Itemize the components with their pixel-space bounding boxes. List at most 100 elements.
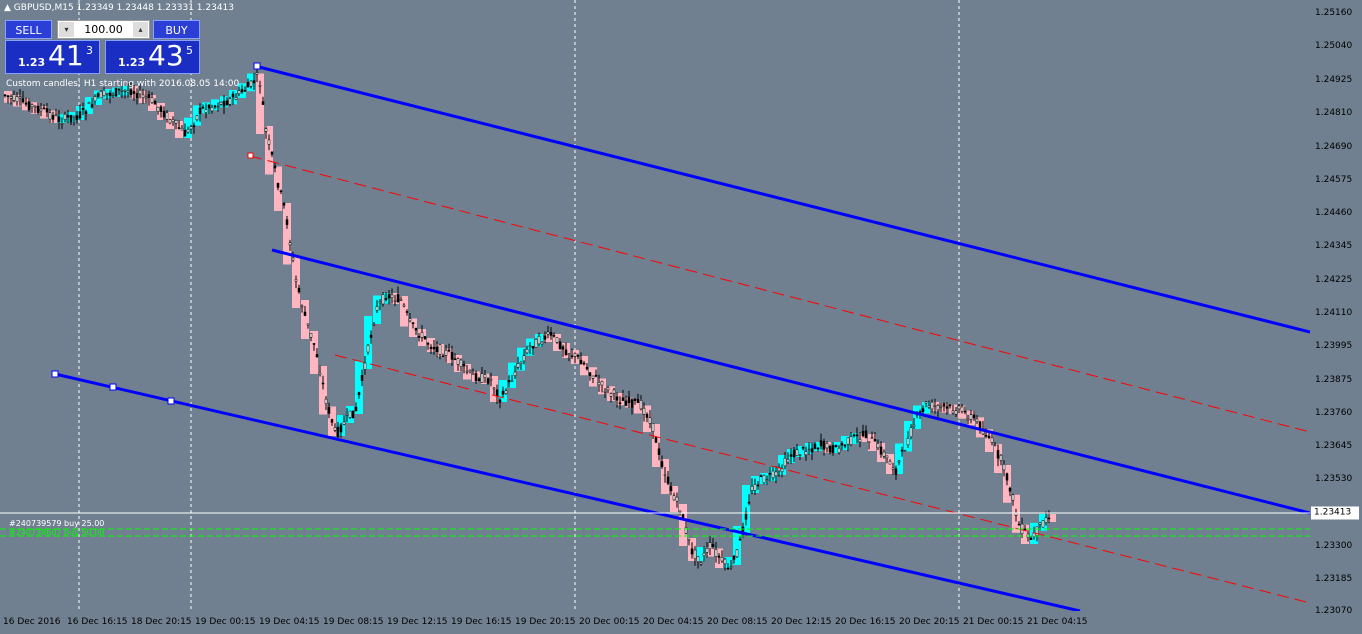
price-axis[interactable]: 1.25160 1.25040 1.24925 1.24810 1.24690 … — [1310, 0, 1362, 634]
channel-anchor-4 — [253, 62, 261, 70]
channel-anchor-5 — [247, 152, 254, 159]
m15-candle-body — [228, 98, 232, 105]
m15-candle-body — [366, 344, 370, 353]
m15-candle-body — [942, 403, 946, 407]
m15-candle-body — [870, 437, 874, 439]
m15-candle-body — [840, 443, 844, 446]
time-tick: 19 Dec 04:15 — [259, 617, 320, 627]
m15-candle-body — [441, 355, 445, 358]
m15-candle-body — [729, 566, 733, 569]
m15-candle-body — [375, 306, 379, 311]
m15-candle-body — [252, 80, 256, 84]
m15-candle-body — [1017, 523, 1021, 526]
channel-dash-upper — [249, 155, 1310, 433]
period-separators — [78, 0, 960, 611]
m15-candle-body — [864, 430, 868, 438]
m15-candle-body — [180, 127, 184, 131]
m15-candle-body — [858, 439, 862, 443]
m15-candle-body — [189, 126, 193, 130]
m15-candle-body — [723, 558, 727, 565]
m15-candle-body — [684, 527, 688, 534]
price-tick: 1.23760 — [1315, 408, 1353, 418]
m15-candle-body — [414, 328, 418, 331]
time-tick: 20 Dec 12:15 — [771, 617, 832, 627]
sell-quote-prefix: 1.23 — [18, 56, 46, 69]
collapse-arrow-icon[interactable]: ▲ — [4, 3, 11, 13]
m15-candle-body — [510, 380, 514, 382]
price-tick: 1.24110 — [1315, 308, 1353, 318]
m15-candle-body — [852, 434, 856, 437]
m15-candle-body — [219, 101, 223, 105]
m15-candle-body — [78, 111, 82, 119]
m15-candle-body — [372, 323, 376, 326]
m15-candle-body — [708, 542, 712, 550]
time-tick: 20 Dec 16:15 — [835, 617, 896, 627]
m15-candle-body — [606, 387, 610, 391]
m15-candle-body — [717, 555, 721, 558]
m15-candle-body — [996, 449, 1000, 459]
m15-candle-body — [1011, 494, 1015, 501]
m15-candle-body — [1038, 522, 1042, 525]
price-tick: 1.23995 — [1315, 341, 1353, 351]
m15-candle-body — [975, 418, 979, 422]
m15-candle-body — [18, 96, 22, 99]
m15-candle-body — [126, 90, 130, 93]
m15-candle-body — [819, 440, 823, 447]
m15-candle-body — [210, 107, 214, 112]
m15-candle-body — [393, 300, 397, 302]
m15-candle-body — [24, 102, 28, 105]
m15-candle-body — [57, 116, 61, 122]
h1-candle-body — [85, 97, 93, 114]
m15-candle-body — [108, 92, 112, 97]
h1-candle-body — [445, 348, 453, 363]
sell-quote[interactable]: 1.23 41 3 — [5, 39, 100, 74]
m15-candle-body — [648, 417, 652, 424]
m15-candle-body — [1005, 473, 1009, 481]
m15-candle-body — [1041, 520, 1045, 528]
m15-candle-body — [639, 400, 643, 410]
chart-area[interactable]: ▲ GBPUSD,M15 1.23349 1.23448 1.23331 1.2… — [0, 0, 1310, 611]
sell-button[interactable]: SELL — [5, 20, 52, 39]
m15-candle-body — [540, 341, 544, 345]
m15-candle-body — [96, 93, 100, 97]
m15-candle-body — [87, 102, 91, 104]
m15-candle-body — [201, 106, 205, 109]
lot-size-value[interactable]: 100.00 — [84, 23, 123, 36]
m15-candle-body — [594, 374, 598, 377]
m15-candle-body — [690, 548, 694, 555]
m15-candle-body — [879, 446, 883, 455]
m15-candle-body — [705, 548, 709, 553]
lot-size-field[interactable]: ▾ 100.00 ▴ — [57, 20, 150, 39]
m15-candle-body — [903, 450, 907, 452]
m15-candle-body — [174, 120, 178, 124]
m15-candle-body — [771, 470, 775, 478]
m15-candle-body — [171, 119, 175, 123]
m15-candle-body — [744, 511, 748, 520]
lot-decrease-icon[interactable]: ▾ — [59, 22, 74, 37]
time-axis[interactable]: 16 Dec 2016 16 Dec 16:15 18 Dec 20:15 19… — [0, 611, 1310, 634]
price-chart[interactable] — [0, 0, 1310, 611]
buy-quote[interactable]: 1.23 43 5 — [105, 39, 200, 74]
m15-candle-body — [66, 115, 70, 118]
m15-candle-body — [423, 336, 427, 340]
m15-candle-body — [630, 399, 634, 408]
buy-button[interactable]: BUY — [153, 20, 200, 39]
m15-candle-body — [156, 106, 160, 112]
price-tick: 1.25040 — [1315, 41, 1353, 51]
m15-candle-body — [810, 448, 814, 453]
m15-candle-body — [213, 105, 217, 108]
m15-candle-body — [3, 94, 7, 97]
order-label-2[interactable]: #240738607 buy 50.00 — [9, 528, 105, 537]
time-tick: 16 Dec 16:15 — [67, 617, 128, 627]
m15-candle-body — [750, 485, 754, 491]
m15-candle-body — [54, 114, 58, 117]
m15-candle-body — [396, 294, 400, 303]
m15-candle-body — [162, 110, 166, 118]
m15-candle-body — [282, 202, 286, 206]
order-label-1[interactable]: #240739579 buy 25.00 — [9, 519, 105, 528]
lot-increase-icon[interactable]: ▴ — [133, 22, 148, 37]
m15-candle-body — [204, 109, 208, 113]
m15-candle-body — [930, 401, 934, 410]
m15-candle-body — [912, 424, 916, 427]
h1-candle-body — [301, 300, 309, 339]
